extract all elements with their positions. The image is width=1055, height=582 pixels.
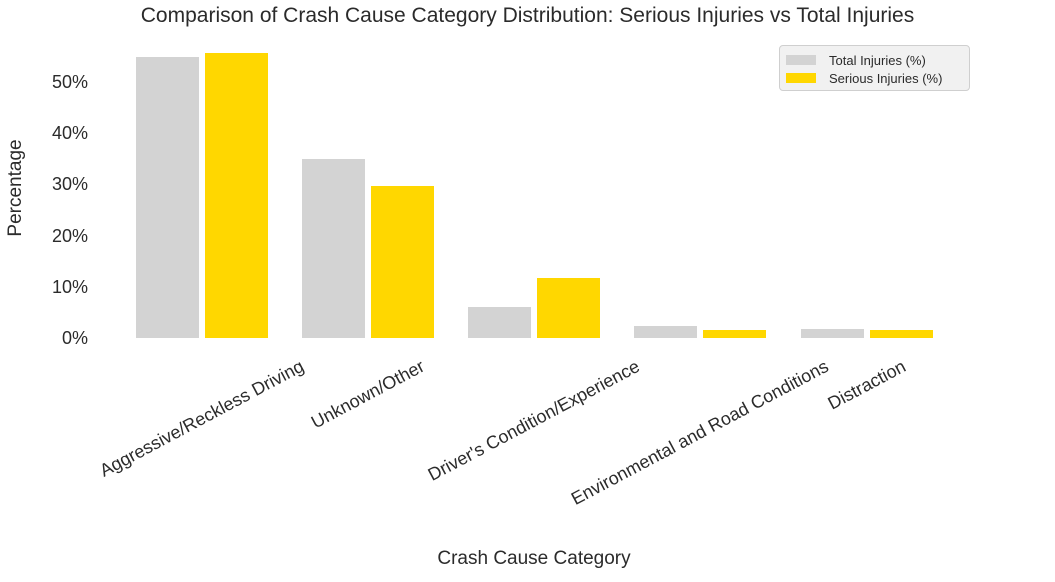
x-tick-label: Aggressive/Reckless Driving	[95, 355, 307, 481]
bar-total	[634, 326, 697, 338]
y-tick-label: 20%	[51, 225, 88, 246]
y-tick-label: 30%	[51, 174, 88, 195]
legend-item: Total Injuries (%)	[786, 51, 969, 69]
x-tick-label: Driver's Condition/Experience	[424, 356, 643, 485]
legend-label: Total Injuries (%)	[829, 52, 926, 68]
legend-swatch-icon	[786, 55, 816, 65]
legend-swatch-icon	[786, 73, 816, 83]
legend-item: Serious Injuries (%)	[786, 69, 969, 87]
x-tick-label: Distraction	[824, 355, 909, 414]
y-tick-label: 50%	[51, 71, 88, 92]
bar-serious	[870, 330, 933, 338]
y-tick-label: 0%	[61, 328, 88, 348]
chart-title: Comparison of Crash Cause Category Distr…	[140, 4, 915, 27]
bar-total	[136, 57, 199, 338]
bar-serious	[703, 330, 766, 338]
legend-label: Serious Injuries (%)	[829, 70, 943, 86]
x-tick-label: Unknown/Other	[307, 355, 428, 433]
x-axis-label: Crash Cause Category	[437, 548, 631, 569]
bar-total	[468, 307, 531, 338]
y-tick-label: 40%	[51, 123, 88, 144]
bar-serious	[205, 53, 268, 338]
bar-serious	[371, 186, 434, 338]
bar-total	[801, 329, 864, 338]
legend: Total Injuries (%) Serious Injuries (%)	[779, 45, 970, 91]
bar-serious	[537, 278, 600, 338]
bar-total	[302, 159, 365, 338]
y-tick-label: 10%	[51, 276, 88, 297]
